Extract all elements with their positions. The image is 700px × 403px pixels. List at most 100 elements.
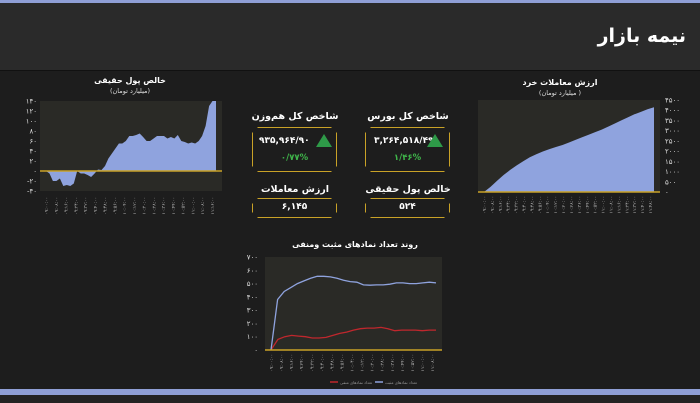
y-tick-label: -۲۰ — [27, 178, 37, 186]
card-trade-value: ۶,۱۴۵ — [252, 198, 337, 218]
x-tick-label: ۱۱:۰۰:۰۰ — [421, 354, 426, 372]
y-tick-label: ۵۰۰ — [247, 280, 258, 288]
x-tick-label: ۰۹:۵۶:۰۰ — [538, 196, 543, 214]
y-tick-label: -۴۰ — [27, 188, 37, 196]
bottom-accent-strip — [0, 389, 700, 395]
x-tick-label: ۱۱:۱۶:۰۰ — [211, 197, 216, 215]
x-tick-label: ۱۰:۲۸:۰۰ — [570, 196, 575, 214]
x-tick-label: ۰۹:۱۶:۰۰ — [290, 354, 295, 372]
x-tick-label: ۱۰:۵۲:۰۰ — [411, 354, 416, 372]
y-tick-label: ۳۰۰ — [247, 307, 258, 315]
y-tick-label: ۰ — [254, 347, 258, 355]
page-title: نیمه بازار — [597, 25, 686, 47]
x-tick-label: ۰۹:۰۸:۰۰ — [280, 354, 285, 372]
x-tick-label: ۱۰:۰۴:۰۰ — [546, 196, 551, 214]
x-tick-label: ۱۰:۰۴:۰۰ — [123, 197, 128, 215]
x-tick-label: ۱۰:۲۰:۰۰ — [371, 354, 376, 372]
y-tick-label: ۱۰۰۰ — [665, 168, 680, 176]
x-tick-label: ۰۹:۴۸:۰۰ — [104, 197, 109, 215]
x-tick-label: ۱۱:۴۸:۰۰ — [649, 196, 654, 214]
card-total-index: ۳,۲۶۴,۵۱۸/۴۹ ۱/۴۶% — [365, 127, 450, 172]
x-tick-label: ۱۱:۰۸:۰۰ — [201, 197, 206, 215]
x-tick-label: ۰۹:۴۰:۰۰ — [523, 196, 528, 214]
x-tick-label: ۰۹:۲۴:۰۰ — [507, 196, 512, 214]
y-tick-label: ۴۰۰۰ — [665, 107, 680, 115]
card-title-equal-weight-index: شاخص کل هم‌وزن — [251, 111, 339, 122]
x-tick-label: ۰۹:۱۶:۰۰ — [65, 197, 70, 215]
y-tick-label: ۵۰۰ — [665, 178, 676, 186]
y-tick-label: ۶۰ — [29, 138, 37, 146]
x-tick-label: ۱۰:۵۲:۰۰ — [182, 197, 187, 215]
x-tick-label: ۱۰:۱۲:۰۰ — [554, 196, 559, 214]
x-tick-label: ۱۰:۲۸:۰۰ — [152, 197, 157, 215]
x-tick-label: ۱۰:۲۰:۰۰ — [562, 196, 567, 214]
net-real-money-value: ۵۲۴ — [399, 202, 416, 212]
y-tick-label: ۴۵۰۰ — [665, 97, 680, 105]
x-tick-label: ۰۹:۲۴:۰۰ — [74, 197, 79, 215]
equal-weight-index-change: ۰/۷۷% — [280, 153, 309, 163]
footer-bar — [0, 395, 700, 403]
plot-area — [265, 257, 442, 350]
x-tick-label: ۱۰:۳۶:۰۰ — [390, 354, 396, 372]
legend-label: تعداد نمادهای مثبت — [385, 380, 417, 385]
total-index-value: ۳,۲۶۴,۵۱۸/۴۹ — [374, 136, 434, 146]
y-tick-label: ۸۰ — [29, 128, 37, 136]
x-tick-label: ۱۱:۱۶:۰۰ — [617, 196, 622, 214]
legend-label: تعداد نمادهای منفی — [340, 380, 372, 385]
area-series — [484, 107, 654, 192]
x-tick-label: ۱۱:۳۲:۰۰ — [632, 196, 638, 214]
y-tick-label: ۰ — [33, 168, 37, 176]
x-tick-label: ۰۹:۳۲:۰۰ — [309, 354, 315, 372]
y-tick-label: ۲۰ — [29, 158, 37, 166]
y-tick-label: ۳۵۰۰ — [665, 117, 680, 125]
header: نیمه بازار — [0, 3, 700, 71]
y-tick-label: ۶۰۰ — [247, 267, 258, 275]
top-accent-strip — [0, 0, 700, 3]
x-tick-label: ۱۰:۳۶:۰۰ — [577, 196, 583, 214]
x-tick-label: ۰۹:۰۰:۰۰ — [45, 197, 50, 215]
trade-value-value: ۶,۱۴۵ — [281, 202, 308, 212]
up-arrow-icon — [316, 134, 332, 147]
up-arrow-icon — [427, 134, 443, 147]
y-tick-label: ۳۰۰۰ — [665, 127, 680, 135]
x-tick-label: ۰۹:۰۰:۰۰ — [483, 196, 488, 214]
x-tick-label: ۱۱:۲۴:۰۰ — [625, 196, 630, 214]
x-tick-label: ۱۰:۵۲:۰۰ — [594, 196, 599, 214]
y-tick-label: ۴۰ — [29, 148, 37, 156]
chart-title-net-real-money: خالص پول حقیقی — [94, 76, 166, 85]
y-tick-label: ۱۰۰ — [26, 118, 37, 126]
y-tick-label: ۲۰۰۰ — [665, 148, 680, 156]
total-index-change: ۱/۴۶% — [393, 153, 422, 163]
x-tick-label: ۰۹:۴۸:۰۰ — [530, 196, 535, 214]
card-title-total-index: شاخص کل بورس — [367, 111, 449, 122]
y-tick-label: ۱۴۰ — [26, 98, 37, 106]
y-tick-label: ۱۰۰ — [247, 333, 258, 341]
y-tick-label: ۷۰۰ — [247, 254, 258, 262]
x-tick-label: ۱۰:۴۴:۰۰ — [172, 197, 177, 215]
x-tick-label: ۰۹:۱۶:۰۰ — [499, 196, 504, 214]
chart-title-symbols-trend: روند تعداد نمادهای مثبت ومنفی — [292, 240, 418, 249]
x-tick-label: ۰۹:۵۶:۰۰ — [113, 197, 118, 215]
card-title-net-real-money: خالص پول حقیقی — [365, 184, 451, 195]
line-series — [270, 326, 436, 351]
x-tick-label: ۱۰:۱۲:۰۰ — [361, 354, 366, 372]
chart-title-retail-value: ارزش معاملات خرد — [522, 78, 598, 87]
equal-weight-index-value: ۹۳۵,۹۶۴/۹۰ — [259, 136, 310, 146]
x-tick-label: ۱۰:۳۶:۰۰ — [161, 197, 167, 215]
x-tick-label: ۱۱:۰۰:۰۰ — [602, 196, 607, 214]
chart-subtitle-net-real-money: (میلیارد تومان) — [109, 87, 151, 95]
x-tick-label: ۱۱:۰۰:۰۰ — [191, 197, 196, 215]
x-tick-label: ۰۹:۰۰:۰۰ — [270, 354, 275, 372]
chart-subtitle-retail-value: ( میلیارد تومان) — [538, 89, 582, 97]
line-series — [270, 275, 437, 351]
y-tick-label: ۰ — [665, 189, 669, 197]
x-tick-label: ۱۰:۱۲:۰۰ — [133, 197, 138, 215]
x-tick-label: ۰۹:۴۸:۰۰ — [330, 354, 335, 372]
y-tick-label: ۲۰۰ — [247, 320, 258, 328]
x-tick-label: ۰۹:۴۰:۰۰ — [94, 197, 99, 215]
x-tick-label: ۰۹:۵۶:۰۰ — [340, 354, 345, 372]
x-tick-label: ۱۰:۲۰:۰۰ — [143, 197, 148, 215]
x-tick-label: ۰۹:۴۰:۰۰ — [320, 354, 325, 372]
y-tick-label: ۴۰۰ — [247, 293, 258, 301]
